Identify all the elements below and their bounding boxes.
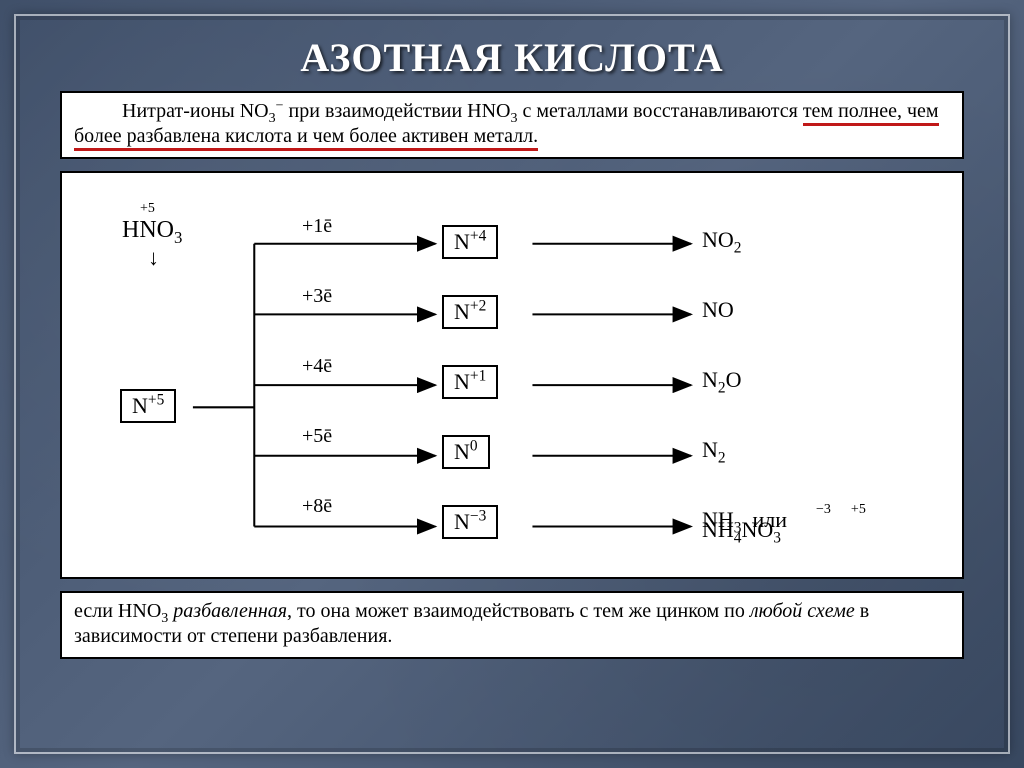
oxidation-box-row-2: N+1 xyxy=(442,365,498,399)
electron-count-row-0: +1ē xyxy=(302,215,332,238)
intro-mid2: с металлами восстанавливаются xyxy=(518,100,803,122)
intro-ion-sub: 3 xyxy=(269,111,276,126)
slide-title: АЗОТНАЯ КИСЛОТА xyxy=(60,34,964,81)
product-row-4: NH3 или −3+5NH4NO3 xyxy=(702,507,828,559)
electron-count-row-4: +8ē xyxy=(302,495,332,518)
product-row-2: N2O xyxy=(702,367,741,393)
intro-prefix: Нитрат-ионы NO xyxy=(122,100,269,122)
diagram-panel: +5 HNO3 ↓ N+5 xyxy=(60,171,964,579)
oxidation-box-row-3: N0 xyxy=(442,435,490,469)
oxidation-box-row-4: N−3 xyxy=(442,505,498,539)
intro-text: Нитрат-ионы NO3− при взаимодействии HNO3… xyxy=(74,99,950,149)
product-row-3: N2 xyxy=(702,437,726,463)
intro-hno3-sub: 3 xyxy=(511,111,518,126)
outro-panel: если HNO3 разбавленная, то она может вза… xyxy=(60,591,964,659)
product-row-0: NO2 xyxy=(702,227,741,253)
electron-count-row-3: +5ē xyxy=(302,425,332,448)
slide-frame: АЗОТНАЯ КИСЛОТА Нитрат-ионы NO3− при вза… xyxy=(14,14,1010,754)
product-row-1: NO xyxy=(702,297,734,323)
intro-mid1: при взаимодействии HNO xyxy=(284,100,511,122)
electron-count-row-1: +3ē xyxy=(302,285,332,308)
oxidation-box-row-1: N+2 xyxy=(442,295,498,329)
intro-ion-sup: − xyxy=(276,98,284,113)
outro-text: если HNO3 разбавленная, то она может вза… xyxy=(74,599,950,649)
oxidation-box-row-0: N+4 xyxy=(442,225,498,259)
electron-count-row-2: +4ē xyxy=(302,355,332,378)
intro-panel: Нитрат-ионы NO3− при взаимодействии HNO3… xyxy=(60,91,964,159)
